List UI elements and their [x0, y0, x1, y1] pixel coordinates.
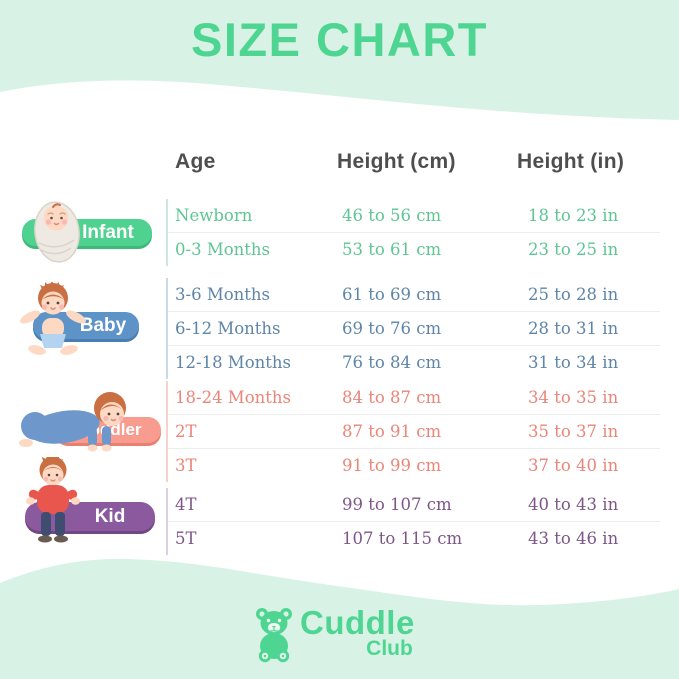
group-label-kid: Kid [0, 455, 180, 553]
brand-logo-text: Cuddle Club [300, 606, 415, 660]
height-in-cell: 23 to 25 in [528, 240, 619, 259]
age-cell: 3T [175, 456, 197, 475]
baby-rows: 3-6 Months 61 to 69 cm 25 to 28 in 6-12 … [166, 278, 660, 379]
height-cm-cell: 107 to 115 cm [342, 529, 463, 548]
toddler-illustration [19, 392, 126, 452]
height-cm-cell: 99 to 107 cm [342, 495, 452, 514]
height-cm-cell: 91 to 99 cm [342, 456, 442, 475]
age-cell: Newborn [175, 206, 253, 225]
column-header-height-cm: Height (cm) [337, 150, 456, 173]
table-row: 0-3 Months 53 to 61 cm 23 to 25 in [168, 232, 660, 266]
table-row: 3-6 Months 61 to 69 cm 25 to 28 in [168, 278, 660, 311]
group-label-infant: Infant [0, 188, 175, 280]
height-cm-cell: 76 to 84 cm [342, 353, 442, 372]
height-cm-cell: 84 to 87 cm [342, 388, 442, 407]
brand-logo: Cuddle Club [252, 606, 415, 664]
height-in-cell: 35 to 37 in [528, 422, 619, 441]
height-cm-cell: 46 to 56 cm [342, 206, 442, 225]
height-in-cell: 43 to 46 in [528, 529, 619, 548]
table-row: 3T 91 to 99 cm 37 to 40 in [168, 448, 660, 482]
height-in-cell: 18 to 23 in [528, 206, 619, 225]
table-row: Newborn 46 to 56 cm 18 to 23 in [168, 199, 660, 232]
teddy-bear-icon [256, 608, 292, 663]
height-cm-cell: 53 to 61 cm [342, 240, 442, 259]
height-in-cell: 28 to 31 in [528, 319, 619, 338]
height-cm-cell: 69 to 76 cm [342, 319, 442, 338]
age-cell: 18-24 Months [175, 388, 291, 407]
age-cell: 12-18 Months [175, 353, 291, 372]
table-row: 2T 87 to 91 cm 35 to 37 in [168, 414, 660, 448]
page-title: SIZE CHART [191, 13, 488, 66]
top-wave-band [0, 0, 679, 120]
age-cell: 2T [175, 422, 197, 441]
age-cell: 6-12 Months [175, 319, 281, 338]
brand-subname: Club [366, 637, 413, 660]
swaddled-infant-illustration [34, 201, 80, 263]
column-header-height-in: Height (in) [517, 150, 625, 173]
age-cell: 5T [175, 529, 197, 548]
height-in-cell: 31 to 34 in [528, 353, 619, 372]
table-row: 6-12 Months 69 to 76 cm 28 to 31 in [168, 311, 660, 345]
table-row: 12-18 Months 76 to 84 cm 31 to 34 in [168, 345, 660, 379]
baby-illustration [20, 282, 86, 355]
height-cm-cell: 87 to 91 cm [342, 422, 442, 441]
brand-name: Cuddle [300, 604, 415, 641]
table-row: 18-24 Months 84 to 87 cm 34 to 35 in [168, 381, 660, 414]
table-row: 5T 107 to 115 cm 43 to 46 in [168, 521, 660, 555]
infant-rows: Newborn 46 to 56 cm 18 to 23 in 0-3 Mont… [166, 199, 660, 266]
height-in-cell: 25 to 28 in [528, 285, 619, 304]
column-header-age: Age [175, 150, 216, 173]
group-label-toddler: Toddler [0, 388, 180, 463]
table-header-row: Age Height (cm) Height (in) [0, 150, 679, 178]
age-cell: 4T [175, 495, 197, 514]
height-in-cell: 37 to 40 in [528, 456, 619, 475]
table-row: 4T 99 to 107 cm 40 to 43 in [168, 488, 660, 521]
kid-rows: 4T 99 to 107 cm 40 to 43 in 5T 107 to 11… [166, 488, 660, 555]
height-in-cell: 40 to 43 in [528, 495, 619, 514]
kid-illustration [26, 457, 80, 543]
bottom-wave-band [0, 558, 679, 679]
age-cell: 3-6 Months [175, 285, 270, 304]
height-cm-cell: 61 to 69 cm [342, 285, 442, 304]
height-in-cell: 34 to 35 in [528, 388, 619, 407]
group-label-baby: Baby [0, 280, 175, 365]
toddler-rows: 18-24 Months 84 to 87 cm 34 to 35 in 2T … [166, 381, 660, 482]
age-cell: 0-3 Months [175, 240, 270, 259]
